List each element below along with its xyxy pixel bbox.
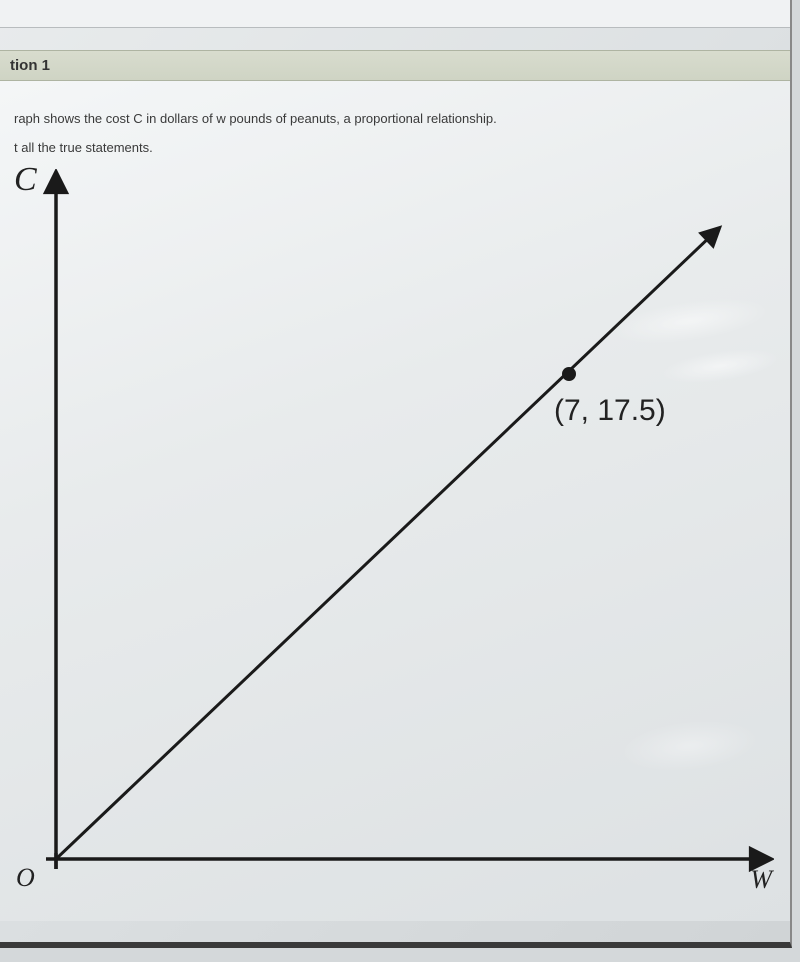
x-axis-label: W — [750, 865, 772, 895]
prompt-line-1: raph shows the cost C in dollars of w po… — [14, 111, 776, 126]
prompt-line-2: t all the true statements. — [14, 140, 776, 155]
y-axis-label: C — [14, 161, 37, 199]
question-header: tion 1 — [0, 50, 790, 81]
toolbar-strip — [0, 0, 790, 28]
graph-container: C — [14, 169, 774, 889]
question-label: tion 1 — [10, 57, 50, 74]
point-label: (7, 17.5) — [554, 394, 666, 428]
graph-svg — [14, 169, 774, 889]
content-area: tion 1 raph shows the cost C in dollars … — [0, 50, 790, 921]
data-point — [562, 367, 576, 381]
question-body: raph shows the cost C in dollars of w po… — [0, 81, 790, 921]
data-line — [56, 233, 714, 859]
origin-label: O — [16, 863, 35, 893]
screen-surface: tion 1 raph shows the cost C in dollars … — [0, 0, 792, 948]
